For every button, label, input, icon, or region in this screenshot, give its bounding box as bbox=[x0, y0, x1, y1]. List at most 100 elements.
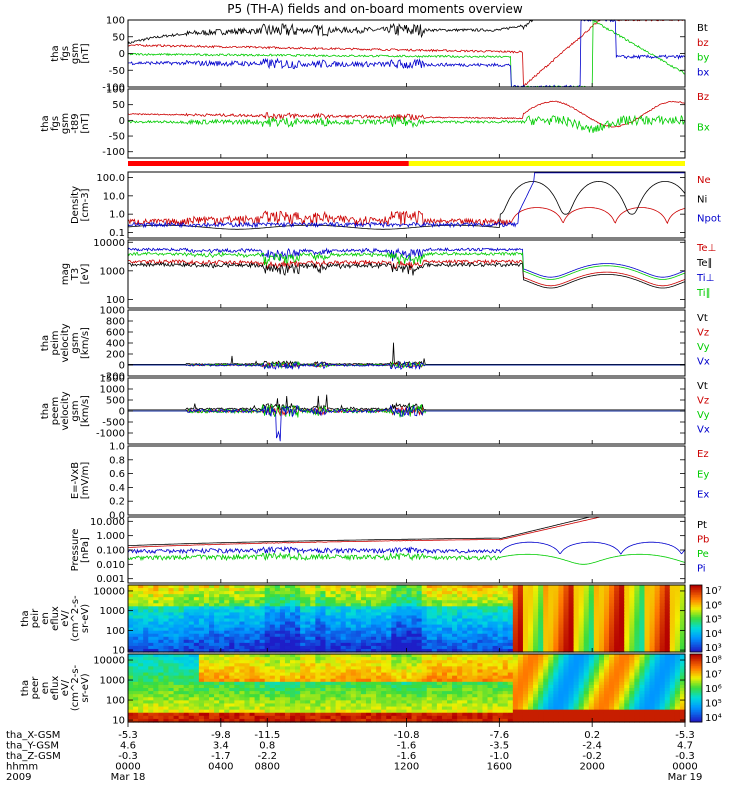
peer_spec-cell bbox=[482, 663, 489, 667]
peir_spec-cell bbox=[219, 648, 225, 653]
peir_spec-cell bbox=[528, 624, 534, 629]
peir_spec-cell bbox=[583, 630, 590, 635]
peir_spec-cell bbox=[143, 618, 149, 623]
peer_spec-cell bbox=[345, 660, 352, 664]
peir_spec-cell bbox=[198, 591, 205, 595]
peer_spec-cell bbox=[330, 675, 337, 680]
peer_spec-cell bbox=[401, 666, 408, 671]
peir_spec-cell bbox=[269, 648, 276, 653]
peir_spec-cell bbox=[533, 585, 539, 589]
peir_spec-cell bbox=[593, 606, 600, 610]
peer_spec-cell bbox=[345, 703, 352, 708]
peir_spec-cell bbox=[644, 600, 651, 604]
peir_spec-cell bbox=[239, 636, 246, 641]
peir_spec-cell bbox=[629, 618, 635, 623]
peer_spec-cell bbox=[381, 678, 387, 683]
peir_spec-cell bbox=[416, 636, 423, 641]
peir_spec-cell bbox=[482, 627, 489, 632]
peer_spec-cell bbox=[133, 712, 139, 717]
peer_spec-cell bbox=[391, 718, 397, 723]
peir_spec-cell bbox=[639, 612, 646, 617]
peir_spec-cell bbox=[467, 591, 473, 595]
peer_spec-cell bbox=[269, 666, 276, 671]
peir_spec-cell bbox=[598, 648, 605, 653]
peir_spec-cell bbox=[406, 648, 413, 653]
peer_spec-cell bbox=[219, 675, 225, 680]
peir_spec-cell bbox=[214, 633, 220, 638]
peir_spec-cell bbox=[538, 618, 544, 623]
peer_spec-cell bbox=[244, 691, 251, 695]
peer_spec-cell bbox=[295, 654, 301, 658]
peer_spec-cell bbox=[614, 675, 620, 680]
peer_spec-cell bbox=[507, 660, 514, 664]
peer_spec-cell bbox=[128, 678, 134, 683]
peer_spec-cell bbox=[219, 678, 225, 683]
peir_spec-cell bbox=[649, 639, 656, 644]
peir_spec-cell bbox=[224, 609, 230, 614]
peer_spec-cell bbox=[533, 660, 539, 664]
peir_spec-cell bbox=[143, 615, 149, 620]
peir_spec-cell bbox=[274, 603, 281, 607]
peir_spec-cell bbox=[158, 597, 165, 601]
peer_spec-cell bbox=[234, 666, 240, 671]
peir_spec-cell bbox=[234, 636, 240, 641]
peer_spec-cell bbox=[452, 663, 458, 667]
peir_spec-cell bbox=[487, 642, 494, 647]
peir_spec-cell bbox=[198, 618, 205, 623]
peer_spec-cell bbox=[254, 672, 261, 677]
peer_spec-cell bbox=[254, 691, 261, 695]
peer_spec-cell bbox=[629, 712, 635, 717]
peir_spec-cell bbox=[538, 630, 544, 635]
peir_spec-cell bbox=[264, 618, 271, 623]
peer_spec-cell bbox=[472, 694, 478, 698]
peir_spec-cell bbox=[669, 585, 676, 589]
peir_spec-cell bbox=[406, 606, 413, 610]
peer_spec-cell bbox=[138, 657, 144, 661]
pressure-legend-2: Pe bbox=[697, 549, 709, 560]
peir_spec-cell bbox=[457, 612, 463, 617]
peir_spec-cell bbox=[664, 612, 671, 617]
peir_spec-cell bbox=[411, 624, 418, 629]
peir_spec-cell bbox=[138, 609, 144, 614]
peir_spec-cell bbox=[502, 618, 509, 623]
peir_spec-cell bbox=[158, 624, 165, 629]
fgs-legend-3: bx bbox=[697, 67, 709, 78]
peir_spec-cell bbox=[274, 600, 281, 604]
peer_spec-cell bbox=[153, 688, 159, 692]
peer_spec-cell bbox=[148, 681, 154, 686]
peer_spec-cell bbox=[462, 709, 468, 714]
peer_spec-cell bbox=[178, 669, 185, 674]
peir_spec-cell bbox=[502, 597, 509, 601]
peer_spec-cell bbox=[148, 684, 154, 689]
peir_spec-cell bbox=[259, 603, 266, 607]
peir_spec-cell bbox=[355, 618, 362, 623]
peer_spec-cell bbox=[300, 681, 306, 686]
peer_spec-cell bbox=[128, 684, 134, 689]
peir_spec-cell bbox=[497, 621, 504, 626]
peer_spec-cell bbox=[335, 678, 342, 683]
peer_spec-cell bbox=[376, 660, 382, 664]
peer_spec-cell bbox=[193, 660, 200, 664]
peer_spec-cell bbox=[543, 712, 549, 717]
peir_spec-cell bbox=[472, 609, 478, 614]
peer_spec-cell bbox=[350, 684, 357, 689]
peir_spec-cell bbox=[254, 645, 261, 650]
temp-series-Ti∥ bbox=[127, 251, 686, 280]
peir_spec-cell bbox=[365, 594, 372, 598]
peer_spec-cell bbox=[168, 715, 175, 720]
peir_spec-cell bbox=[239, 648, 246, 653]
peir_spec-cell bbox=[376, 618, 382, 623]
peir_spec-cell bbox=[472, 615, 478, 620]
peir_spec-cell bbox=[431, 633, 438, 638]
peer_spec-cell bbox=[543, 715, 549, 720]
peir_spec-cell bbox=[548, 639, 554, 644]
efield-ytick-label: 0.2 bbox=[109, 497, 125, 508]
peer_spec-cell bbox=[391, 703, 397, 708]
peir_spec-cell bbox=[452, 603, 458, 607]
peir_spec-cell bbox=[583, 621, 590, 626]
peer_spec-cell bbox=[178, 706, 185, 711]
peir_spec-cell bbox=[598, 600, 605, 604]
peer_spec-cell bbox=[457, 684, 463, 689]
peer_spec-cell bbox=[553, 706, 560, 711]
peir_spec-colorbar-swatch bbox=[690, 598, 702, 601]
